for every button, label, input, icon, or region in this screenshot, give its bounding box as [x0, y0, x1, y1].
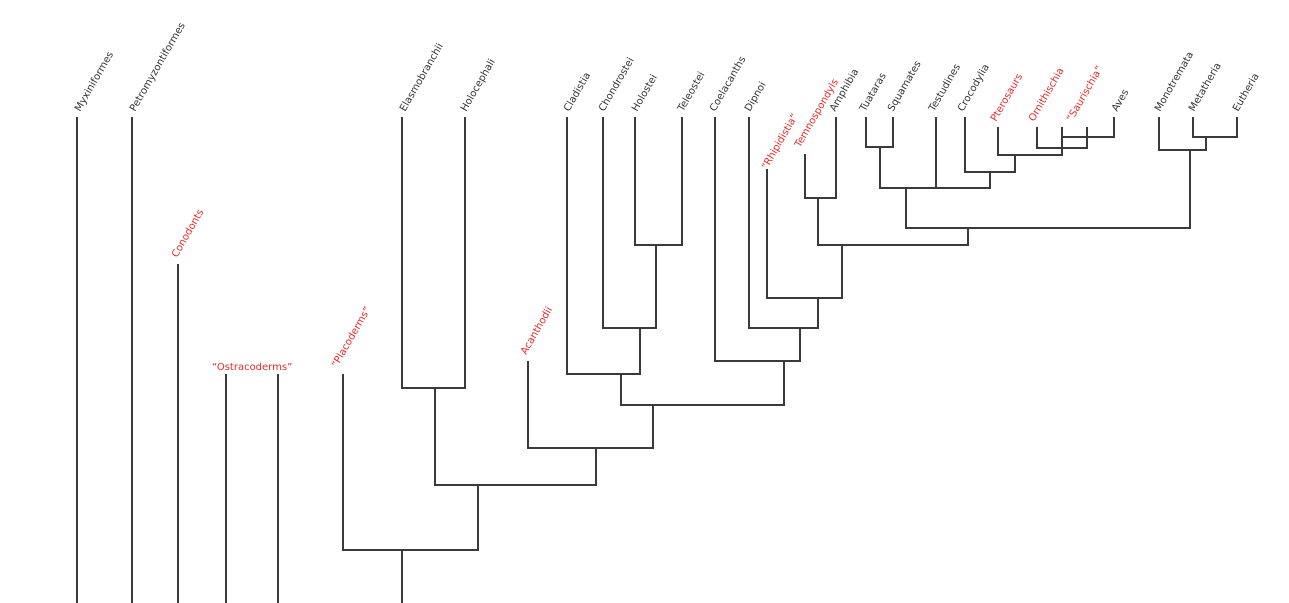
- taxon-label-ostracoderms: “Ostracoderms”: [212, 362, 292, 373]
- taxon-label-squamates: Squamates: [886, 59, 924, 113]
- taxon-label-petromyzontiformes: Petromyzontiformes: [128, 21, 188, 114]
- taxon-label-teleostei: Teleostei: [676, 70, 708, 114]
- taxon-label-coelacanths: Coelacanths: [708, 55, 748, 114]
- taxon-label-holostei: Holostei: [630, 73, 660, 114]
- taxon-label-dipnoi: Dipnoi: [743, 80, 769, 113]
- taxon-label-metatheria: Metatheria: [1187, 61, 1224, 113]
- taxon-label-conodonts: Conodonts: [170, 208, 206, 260]
- taxon-label-eutheria: Eutheria: [1231, 72, 1262, 114]
- taxon-label-holocephali: Holocephali: [459, 57, 498, 113]
- taxon-label-tuataras: Tuataras: [858, 71, 889, 114]
- taxon-label-saurischia: “Saurischia”: [1065, 64, 1106, 123]
- taxon-label-pterosaurs: Pterosaurs: [989, 72, 1025, 124]
- taxon-label-elasmobranchii: Elasmobranchii: [398, 42, 446, 114]
- taxon-label-ornithischia: Ornithischia: [1027, 66, 1066, 123]
- taxon-label-temnospondyls: Temnospondyls: [793, 77, 842, 150]
- taxon-label-acanthodii: Acanthodii: [519, 305, 555, 356]
- taxon-label-cladistia: Cladistia: [562, 71, 593, 114]
- taxon-label-myxiniformes: Myxiniformes: [73, 50, 116, 114]
- taxon-label-placoderms: “Placoderms”: [330, 305, 374, 369]
- taxon-label-aves: Aves: [1110, 88, 1131, 114]
